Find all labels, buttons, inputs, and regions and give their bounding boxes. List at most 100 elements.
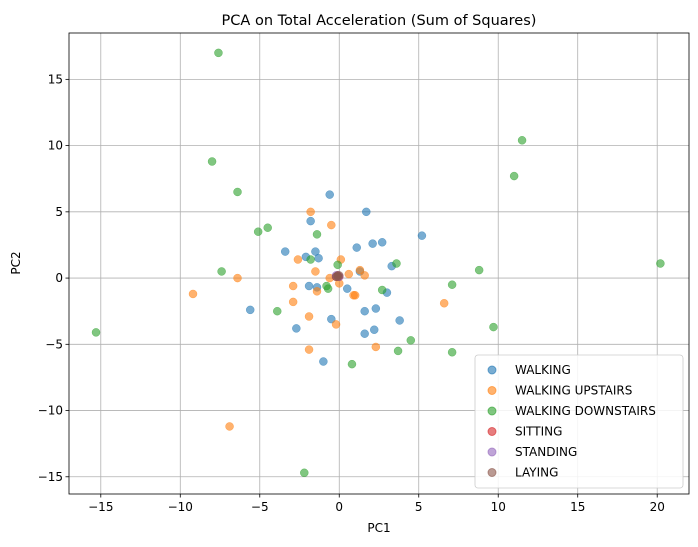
data-point bbox=[288, 281, 298, 291]
data-points bbox=[91, 48, 665, 478]
data-point bbox=[362, 207, 371, 217]
x-axis-label: PC1 bbox=[367, 521, 390, 535]
data-point bbox=[323, 284, 333, 293]
data-point bbox=[371, 342, 381, 352]
legend-box bbox=[474, 354, 684, 489]
data-point bbox=[360, 271, 369, 280]
x-tick-label: 5 bbox=[415, 500, 423, 514]
data-point bbox=[447, 280, 457, 289]
data-point bbox=[327, 314, 336, 324]
x-tick-label: −15 bbox=[88, 500, 113, 514]
data-point bbox=[293, 255, 303, 264]
data-point bbox=[319, 357, 328, 366]
data-point bbox=[300, 468, 309, 478]
y-axis-label: PC2 bbox=[9, 251, 23, 274]
x-tick-label: 10 bbox=[491, 500, 506, 514]
data-point bbox=[253, 227, 263, 236]
data-point bbox=[273, 306, 282, 316]
data-point bbox=[306, 216, 315, 226]
legend-label: LAYING bbox=[515, 466, 558, 480]
data-point bbox=[312, 287, 322, 296]
legend-marker bbox=[487, 386, 497, 395]
data-point bbox=[263, 223, 272, 232]
data-point bbox=[314, 253, 323, 263]
data-point bbox=[417, 231, 427, 240]
y-tick-label: −5 bbox=[45, 337, 63, 351]
data-point bbox=[342, 284, 352, 293]
data-point bbox=[233, 187, 242, 197]
data-point bbox=[656, 259, 665, 268]
data-point bbox=[333, 260, 342, 270]
x-tick-label: −10 bbox=[168, 500, 193, 514]
legend-label: WALKING UPSTAIRS bbox=[515, 384, 632, 398]
data-point bbox=[325, 190, 334, 199]
data-point bbox=[312, 230, 322, 239]
plot-frame bbox=[68, 32, 690, 495]
data-point bbox=[439, 298, 449, 308]
data-point bbox=[304, 345, 314, 354]
data-point bbox=[292, 324, 301, 333]
data-point bbox=[406, 336, 416, 345]
legend-label: SITTING bbox=[515, 425, 562, 439]
data-point bbox=[331, 320, 341, 329]
x-tick-label: −5 bbox=[251, 500, 269, 514]
data-point bbox=[304, 312, 314, 321]
legend-marker bbox=[487, 406, 497, 416]
legend-marker bbox=[487, 427, 497, 436]
data-point bbox=[360, 329, 369, 338]
data-point bbox=[352, 243, 361, 252]
data-point bbox=[447, 348, 457, 357]
legend-marker bbox=[487, 365, 497, 375]
chart-title: PCA on Total Acceleration (Sum of Square… bbox=[222, 13, 537, 29]
data-point bbox=[474, 265, 484, 275]
x-tick-label: 15 bbox=[570, 500, 585, 514]
data-point bbox=[217, 267, 226, 276]
x-tick-label: 0 bbox=[335, 500, 343, 514]
data-point bbox=[347, 359, 357, 369]
data-point bbox=[245, 305, 255, 315]
data-point bbox=[350, 291, 360, 300]
legend-label: STANDING bbox=[515, 445, 577, 459]
data-point bbox=[304, 281, 314, 291]
y-tick-label: −10 bbox=[38, 404, 63, 418]
axis-ticks: −15 −10 −5 0 5 10 15 20 −15 −10 −5 0 5 10 15 bbox=[38, 72, 665, 514]
legend-label: WALKING DOWNSTAIRS bbox=[515, 404, 656, 418]
data-point bbox=[327, 220, 336, 230]
data-point bbox=[288, 297, 298, 307]
data-point bbox=[355, 265, 365, 275]
data-point bbox=[377, 285, 387, 295]
data-point bbox=[233, 273, 242, 283]
data-point bbox=[392, 259, 401, 268]
data-point bbox=[188, 289, 198, 299]
y-tick-label: −15 bbox=[38, 470, 63, 484]
x-tick-label: 20 bbox=[650, 500, 665, 514]
legend-marker bbox=[487, 447, 497, 457]
data-point bbox=[393, 346, 403, 356]
data-point bbox=[371, 304, 381, 313]
data-point bbox=[311, 267, 320, 276]
data-point bbox=[517, 136, 527, 145]
data-point bbox=[333, 272, 342, 281]
data-point bbox=[306, 207, 315, 217]
data-point bbox=[207, 157, 217, 166]
y-tick-label: 0 bbox=[55, 271, 63, 285]
data-point bbox=[377, 238, 387, 247]
y-tick-label: 5 bbox=[55, 205, 63, 219]
data-point bbox=[369, 325, 379, 334]
data-point bbox=[225, 422, 234, 431]
data-point bbox=[360, 306, 369, 316]
data-point bbox=[489, 322, 498, 332]
data-point bbox=[344, 269, 354, 279]
y-tick-label: 15 bbox=[48, 72, 63, 86]
legend-marker bbox=[487, 468, 497, 477]
data-point bbox=[395, 316, 404, 325]
y-tick-label: 10 bbox=[48, 139, 63, 153]
data-point bbox=[214, 48, 223, 58]
data-point bbox=[280, 247, 290, 256]
legend-label: WALKING bbox=[515, 363, 571, 377]
legend: WALKING WALKING UPSTAIRS WALKING DOWNSTAIR… bbox=[474, 354, 684, 489]
data-point bbox=[91, 328, 101, 337]
data-point bbox=[306, 255, 315, 264]
data-point bbox=[509, 171, 519, 181]
